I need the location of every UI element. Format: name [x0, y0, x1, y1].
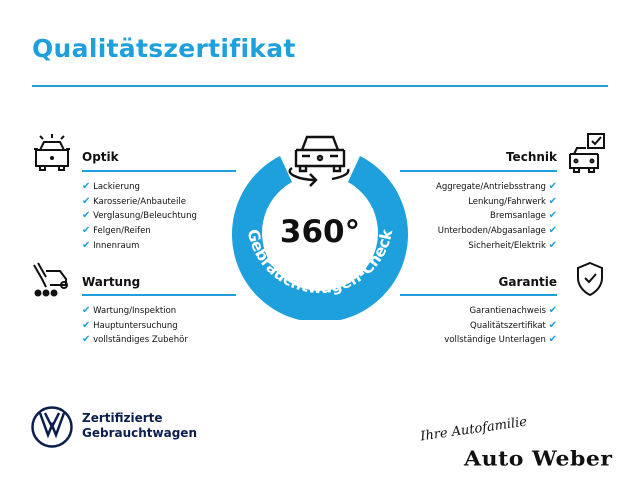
- section-title-technik: Technik: [505, 150, 557, 164]
- ring: [232, 156, 408, 320]
- page-title: Qualitätszertifikat: [32, 34, 296, 63]
- dealer-logo: Auto Weber: [464, 446, 613, 472]
- wrench-van-icon: [33, 262, 68, 297]
- list-item: Unterboden/Abgasanlage ✔: [437, 225, 557, 237]
- divider: [82, 170, 236, 172]
- list-item: Garantienachweis ✔: [469, 305, 557, 316]
- list-item: Bremsanlage ✔: [490, 210, 557, 222]
- section-title-optik: Optik: [82, 150, 119, 164]
- vw-line1: Zertifizierte: [82, 411, 163, 425]
- list-item: Qualitätszertifikat ✔: [470, 319, 557, 331]
- title-divider: [32, 85, 608, 87]
- divider: [400, 294, 557, 296]
- wartung-list: ✔ Wartung/Inspektion ✔ Hauptuntersuchung…: [82, 304, 188, 348]
- vw-line2: Gebrauchtwagen: [82, 426, 197, 440]
- garantie-list: Garantienachweis ✔ Qualitätszertifikat ✔…: [444, 304, 557, 348]
- 360-label: 360°: [280, 214, 360, 250]
- 360-check-badge: Gebrauchtwagen-Check 360°: [232, 135, 408, 320]
- car-lights-icon: [34, 134, 70, 171]
- car-check-icon: [569, 133, 605, 173]
- vw-logo: [31, 406, 73, 448]
- list-item: ✔ Hauptuntersuchung: [82, 319, 178, 331]
- section-title-garantie: Garantie: [498, 275, 558, 289]
- list-item: ✔ Innenraum: [82, 239, 140, 251]
- list-item: ✔ Felgen/Reifen: [82, 225, 151, 237]
- car-rotate-icon: [288, 135, 350, 187]
- shield-check-icon: [577, 261, 603, 297]
- list-item: Aggregate/Antriebsstrang ✔: [436, 181, 557, 192]
- list-item: ✔ Verglasung/Beleuchtung: [82, 210, 197, 222]
- dealer-tagline: Ihre Autofamilie: [419, 414, 528, 445]
- divider: [400, 170, 557, 172]
- divider: [82, 294, 236, 296]
- list-item: Sicherheit/Elektrik ✔: [468, 239, 557, 251]
- list-item: Lenkung/Fahrwerk ✔: [468, 195, 557, 207]
- list-item: vollständige Unterlagen ✔: [444, 334, 557, 346]
- section-title-wartung: Wartung: [82, 275, 141, 289]
- list-item: ✔ Lackierung: [82, 181, 140, 192]
- list-item: ✔ Wartung/Inspektion: [82, 305, 177, 316]
- technik-list: Aggregate/Antriebsstrang ✔ Lenkung/Fahrw…: [436, 180, 557, 254]
- optik-list: ✔ Lackierung ✔ Karosserie/Anbauteile ✔ V…: [82, 180, 197, 254]
- list-item: ✔ Karosserie/Anbauteile: [82, 195, 186, 207]
- list-item: ✔ vollständiges Zubehör: [82, 334, 188, 346]
